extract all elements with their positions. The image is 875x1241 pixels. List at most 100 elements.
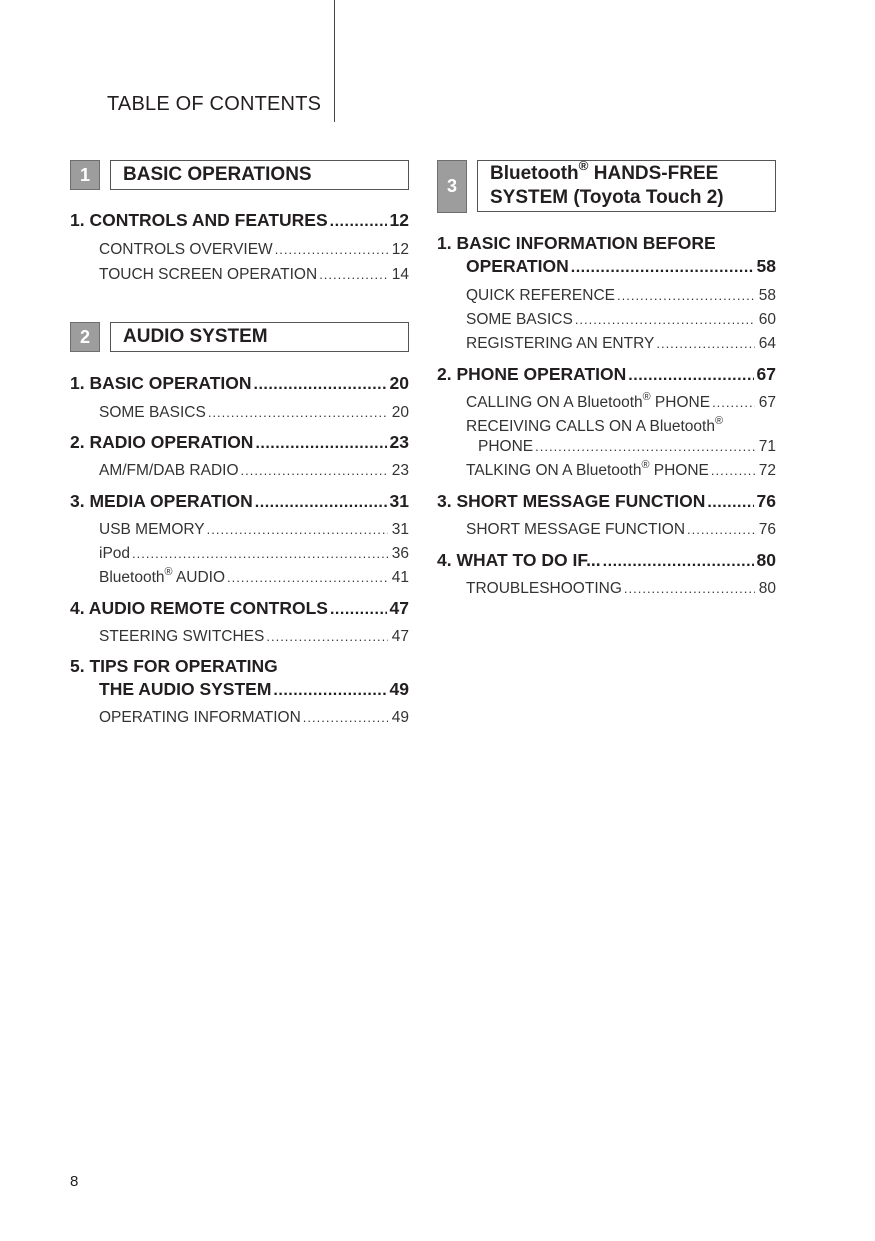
dot-leader xyxy=(624,578,755,600)
entry-page: 67 xyxy=(756,364,776,384)
dot-leader xyxy=(207,519,388,541)
toc-chapter[interactable]: 4. AUDIO REMOTE CONTROLS 47 xyxy=(70,597,409,619)
page-number: 8 xyxy=(70,1173,79,1190)
toc-chapter[interactable]: 3. SHORT MESSAGE FUNCTION 76 xyxy=(437,490,776,512)
toc-entry[interactable]: USB MEMORY 31 xyxy=(99,519,409,541)
dot-leader xyxy=(712,392,755,414)
entry-page: 80 xyxy=(758,580,776,597)
section-number-3: 3 xyxy=(437,160,467,213)
entry-label: 4. WHAT TO DO IF... xyxy=(437,550,601,570)
toc-chapter[interactable]: OPERATION 58 xyxy=(466,255,776,277)
dot-leader xyxy=(603,549,754,573)
registered-mark: ® xyxy=(642,390,651,403)
toc-entry[interactable]: QUICK REFERENCE 58 xyxy=(466,285,776,307)
registered-mark: ® xyxy=(164,565,173,578)
entry-page: 20 xyxy=(391,404,409,421)
entry-label: 1. CONTROLS AND FEATURES xyxy=(70,210,328,230)
entry-label: RECEIVING CALLS ON A Bluetooth® xyxy=(466,414,723,435)
toc-chapter[interactable]: 3. MEDIA OPERATION 31 xyxy=(70,490,409,512)
toc-chapter[interactable]: 2. RADIO OPERATION 23 xyxy=(70,431,409,453)
dot-leader xyxy=(254,372,387,396)
entry-page: 49 xyxy=(389,679,409,699)
toc-entry[interactable]: Bluetooth® AUDIO 41 xyxy=(99,565,409,589)
entry-label: STEERING SWITCHES xyxy=(99,628,265,645)
registered-mark: ® xyxy=(714,414,723,427)
toc-chapter-line1[interactable]: 1. BASIC INFORMATION BEFORE xyxy=(437,232,776,254)
toc-entry[interactable]: STEERING SWITCHES 47 xyxy=(99,626,409,648)
toc-chapter[interactable]: 1. CONTROLS AND FEATURES 12 xyxy=(70,209,409,231)
toc-entry[interactable]: iPod 36 xyxy=(99,543,409,565)
dot-leader xyxy=(208,402,388,424)
entry-label: AM/FM/DAB RADIO xyxy=(99,462,239,479)
section-title-1[interactable]: BASIC OPERATIONS xyxy=(110,160,409,190)
entry-label: iPod xyxy=(99,545,131,562)
entry-page: 14 xyxy=(391,266,409,283)
dot-leader xyxy=(628,363,753,387)
entry-page: 20 xyxy=(389,373,409,393)
toc-entry[interactable]: TALKING ON A Bluetooth® PHONE 72 xyxy=(466,458,776,482)
entry-page: 41 xyxy=(391,569,409,586)
toc-entry[interactable]: SOME BASICS 20 xyxy=(99,402,409,424)
section-title-text: BASIC OPERATIONS xyxy=(123,164,312,185)
entry-page: 36 xyxy=(391,545,409,562)
entry-page: 72 xyxy=(758,462,776,479)
toc-entry[interactable]: CONTROLS OVERVIEW 12 xyxy=(99,239,409,261)
toc-entry[interactable]: TROUBLESHOOTING 80 xyxy=(466,578,776,600)
dot-leader xyxy=(330,209,387,233)
toc-chapter[interactable]: 4. WHAT TO DO IF... 80 xyxy=(437,549,776,571)
dot-leader xyxy=(275,239,388,261)
section-title-text: Bluetooth® HANDS-FREE xyxy=(490,158,719,184)
toc-chapter-line1[interactable]: 5. TIPS FOR OPERATING xyxy=(70,655,409,677)
entry-page: 47 xyxy=(391,628,409,645)
dot-leader xyxy=(711,460,755,482)
section-title-2[interactable]: AUDIO SYSTEM xyxy=(110,322,409,352)
section-title-text: AUDIO SYSTEM xyxy=(123,326,268,347)
dot-leader xyxy=(687,519,755,541)
dot-leader xyxy=(319,264,388,286)
dot-leader xyxy=(617,285,755,307)
dot-leader xyxy=(255,490,387,514)
dot-leader xyxy=(535,436,755,458)
toc-entry[interactable]: SHORT MESSAGE FUNCTION 76 xyxy=(466,519,776,541)
entry-label: THE AUDIO SYSTEM xyxy=(99,679,272,699)
toc-entry[interactable]: PHONE 71 xyxy=(478,436,776,458)
entry-label: TALKING ON A Bluetooth® PHONE xyxy=(466,458,709,479)
toc-entry[interactable]: SOME BASICS 60 xyxy=(466,309,776,331)
entry-page: 60 xyxy=(758,311,776,328)
entry-label: TOUCH SCREEN OPERATION xyxy=(99,266,318,283)
entry-label: USB MEMORY xyxy=(99,521,205,538)
entry-page: 23 xyxy=(389,432,409,452)
entry-page: 64 xyxy=(758,335,776,352)
section-title-3[interactable]: Bluetooth® HANDS-FREE SYSTEM (Toyota Touc… xyxy=(477,158,776,212)
entry-page: 31 xyxy=(391,521,409,538)
entry-page: 76 xyxy=(756,491,776,511)
section-number-1: 1 xyxy=(70,160,100,190)
entry-label: 3. MEDIA OPERATION xyxy=(70,491,253,511)
dot-leader xyxy=(132,543,388,565)
toc-chapter[interactable]: 2. PHONE OPERATION 67 xyxy=(437,363,776,385)
dot-leader xyxy=(227,567,388,589)
entry-label: OPERATION xyxy=(466,256,569,276)
entry-page: 80 xyxy=(756,550,776,570)
entry-label: PHONE xyxy=(478,438,534,455)
toc-entry[interactable]: AM/FM/DAB RADIO 23 xyxy=(99,460,409,482)
entry-page: 31 xyxy=(389,491,409,511)
toc-chapter[interactable]: 1. BASIC OPERATION 20 xyxy=(70,372,409,394)
dot-leader xyxy=(241,460,388,482)
entry-label: SHORT MESSAGE FUNCTION xyxy=(466,521,686,538)
entry-label: OPERATING INFORMATION xyxy=(99,709,301,726)
dot-leader xyxy=(571,255,754,279)
entry-label: TROUBLESHOOTING xyxy=(466,580,622,597)
toc-entry[interactable]: TOUCH SCREEN OPERATION 14 xyxy=(99,264,409,286)
toc-entry[interactable]: REGISTERING AN ENTRY 64 xyxy=(466,333,776,355)
toc-entry-line1[interactable]: RECEIVING CALLS ON A Bluetooth® xyxy=(466,414,776,438)
toc-entry[interactable]: CALLING ON A Bluetooth® PHONE 67 xyxy=(466,390,776,414)
entry-page: 23 xyxy=(391,462,409,479)
entry-label: 2. PHONE OPERATION xyxy=(437,364,627,384)
dot-leader xyxy=(707,490,753,514)
toc-entry[interactable]: OPERATING INFORMATION 49 xyxy=(99,707,409,729)
entry-label: 1. BASIC OPERATION xyxy=(70,373,252,393)
toc-chapter[interactable]: THE AUDIO SYSTEM 49 xyxy=(99,678,409,700)
page-title: TABLE OF CONTENTS xyxy=(107,93,322,115)
